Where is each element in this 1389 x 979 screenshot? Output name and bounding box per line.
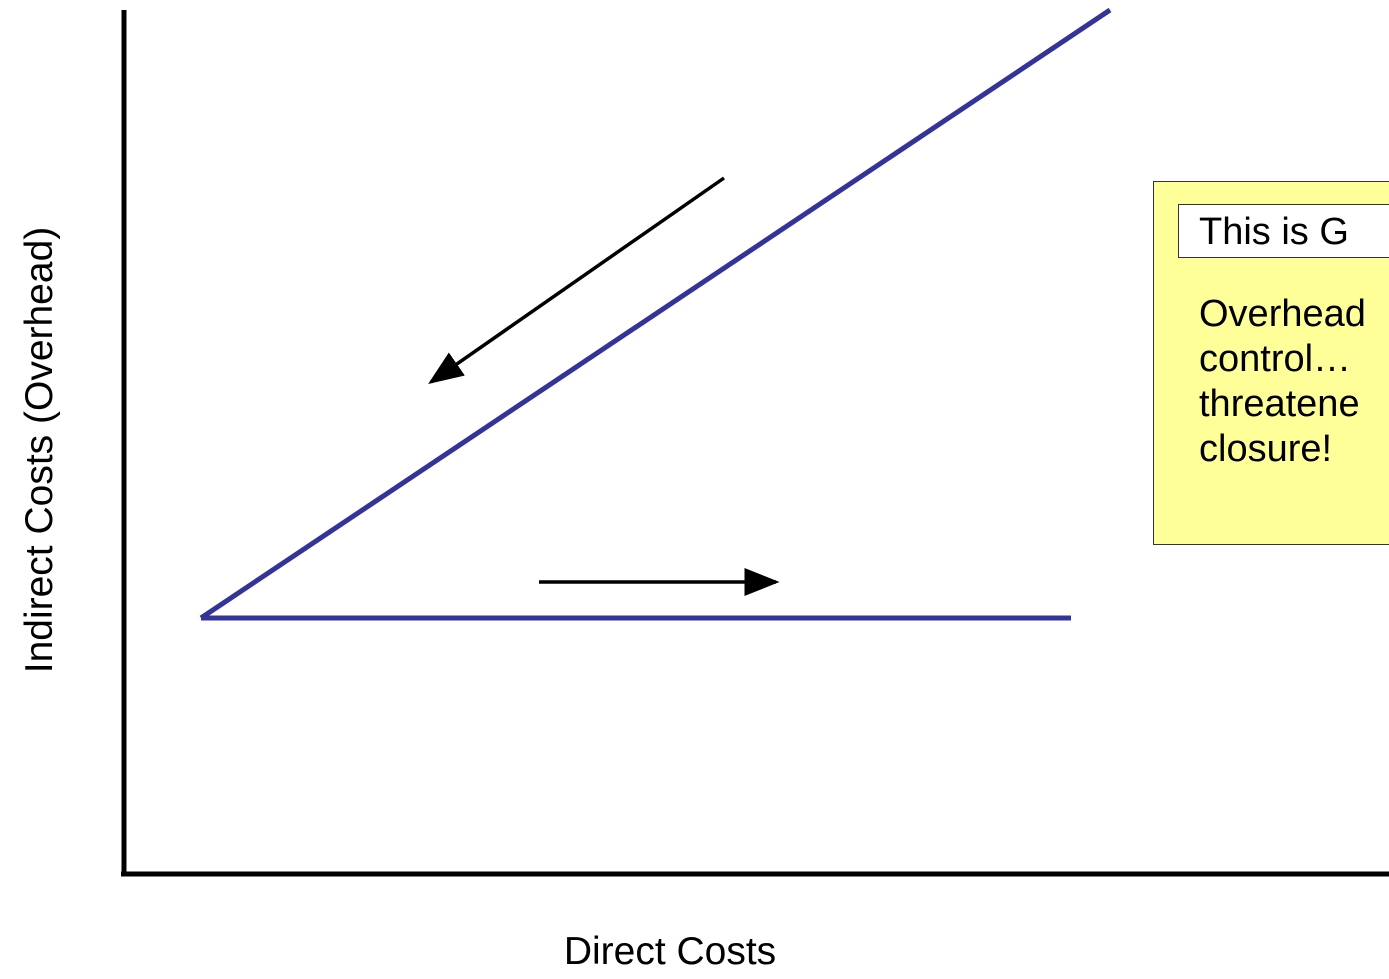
callout-body-line: threatene [1199, 383, 1360, 425]
y-axis-label: Indirect Costs (Overhead) [18, 226, 61, 674]
rising-cost-line [199, 7, 1112, 621]
down-left-arrow [428, 176, 725, 384]
callout-title: This is G [1178, 204, 1389, 258]
callout-body: Overhead control… threatene closure! [1199, 292, 1389, 472]
callout-body-line: closure! [1199, 428, 1333, 470]
callout-box: This is G Overhead control… threatene cl… [1153, 181, 1389, 545]
callout-body-line: control… [1199, 338, 1352, 380]
x-axis-label: Direct Costs [563, 930, 777, 973]
callout-body-line: Overhead [1199, 293, 1366, 335]
